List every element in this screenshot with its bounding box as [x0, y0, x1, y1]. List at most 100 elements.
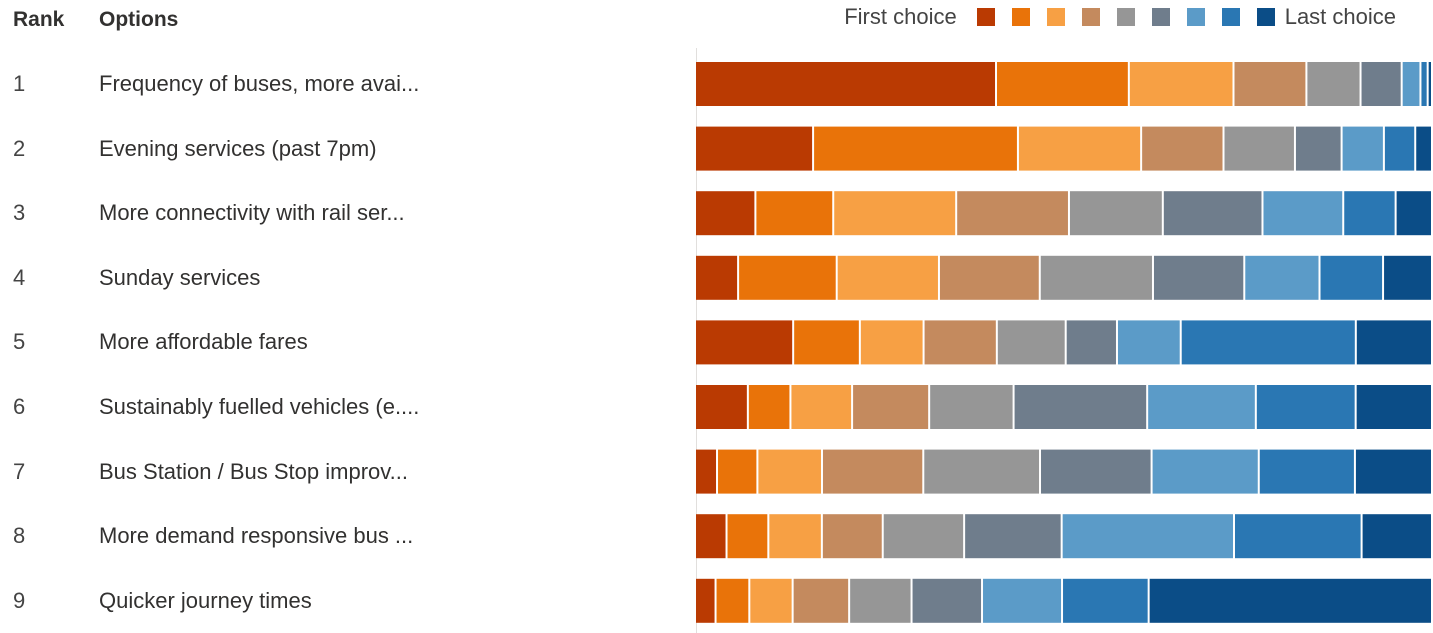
bar-segment-choice-9[interactable]	[1362, 514, 1431, 559]
bar-segment-choice-5[interactable]	[850, 578, 911, 623]
bar-segment-choice-5[interactable]	[1040, 255, 1152, 300]
rank-number: 9	[13, 587, 26, 613]
bar-segment-choice-7[interactable]	[983, 578, 1062, 623]
rank-number: 2	[13, 135, 26, 161]
bar-segment-choice-1[interactable]	[696, 578, 715, 623]
option-label: Sunday services	[99, 264, 261, 290]
bar-segment-choice-4[interactable]	[1142, 126, 1223, 171]
bar-segment-choice-6[interactable]	[1295, 126, 1341, 171]
bar-segment-choice-7[interactable]	[1152, 449, 1258, 494]
bar-segment-choice-4[interactable]	[822, 449, 923, 494]
legend-swatch-3	[1046, 8, 1065, 26]
bar-segment-choice-3[interactable]	[860, 320, 923, 365]
legend-swatch-8	[1221, 8, 1240, 26]
rank-number: 4	[13, 264, 26, 290]
bar-segment-choice-6[interactable]	[1163, 191, 1262, 236]
bar-segment-choice-6[interactable]	[1153, 255, 1244, 300]
bar-segment-choice-8[interactable]	[1344, 191, 1395, 236]
bar-segment-choice-8[interactable]	[1256, 385, 1355, 429]
bar-row-9	[696, 578, 1431, 623]
bar-segment-choice-3[interactable]	[834, 191, 956, 236]
bar-segment-choice-7[interactable]	[1402, 62, 1420, 106]
bar-segment-choice-6[interactable]	[1014, 385, 1147, 429]
bar-segment-choice-9[interactable]	[1428, 62, 1431, 106]
bar-segment-choice-4[interactable]	[822, 514, 882, 559]
bar-segment-choice-8[interactable]	[1384, 126, 1415, 171]
bar-segment-choice-7[interactable]	[1263, 191, 1343, 236]
bar-segment-choice-5[interactable]	[1224, 126, 1294, 171]
bar-segment-choice-8[interactable]	[1063, 578, 1148, 623]
legend-swatch-6	[1151, 8, 1170, 26]
bar-segment-choice-9[interactable]	[1149, 578, 1431, 623]
bar-segment-choice-7[interactable]	[1245, 255, 1319, 300]
bar-segment-choice-4[interactable]	[1234, 62, 1306, 106]
bar-segment-choice-1[interactable]	[696, 320, 793, 365]
bar-segment-choice-8[interactable]	[1181, 320, 1355, 365]
bar-segment-choice-6[interactable]	[1041, 449, 1151, 494]
bar-segment-choice-3[interactable]	[769, 514, 821, 559]
bar-row-3	[696, 191, 1431, 236]
bar-segment-choice-1[interactable]	[696, 385, 747, 429]
bar-segment-choice-2[interactable]	[814, 126, 1017, 171]
bar-segment-choice-6[interactable]	[1361, 62, 1401, 106]
bar-segment-choice-7[interactable]	[1148, 385, 1255, 429]
bar-segment-choice-9[interactable]	[1384, 255, 1431, 300]
legend-swatch-5	[1116, 8, 1135, 26]
bar-segment-choice-8[interactable]	[1259, 449, 1354, 494]
bar-segment-choice-9[interactable]	[1396, 191, 1431, 236]
bar-segment-choice-1[interactable]	[696, 126, 813, 171]
bar-segment-choice-7[interactable]	[1062, 514, 1233, 559]
bar-segment-choice-9[interactable]	[1416, 126, 1431, 171]
bar-segment-choice-1[interactable]	[696, 62, 996, 106]
bar-segment-choice-7[interactable]	[1342, 126, 1383, 171]
bar-segment-choice-4[interactable]	[793, 578, 849, 623]
bar-segment-choice-2[interactable]	[794, 320, 859, 365]
bar-segment-choice-3[interactable]	[1018, 126, 1141, 171]
bar-segment-choice-5[interactable]	[883, 514, 964, 559]
bar-segment-choice-6[interactable]	[965, 514, 1061, 559]
bar-segment-choice-1[interactable]	[696, 191, 755, 236]
bar-segment-choice-2[interactable]	[748, 385, 790, 429]
bar-segment-choice-3[interactable]	[1129, 62, 1233, 106]
bar-segment-choice-3[interactable]	[791, 385, 852, 429]
option-label: Bus Station / Bus Stop improv...	[99, 458, 408, 484]
legend-swatches	[976, 8, 1275, 26]
legend-swatch-9	[1256, 8, 1275, 26]
bar-segment-choice-4[interactable]	[957, 191, 1068, 236]
bar-segment-choice-7[interactable]	[1117, 320, 1180, 365]
bar-segment-choice-5[interactable]	[924, 449, 1040, 494]
bar-segment-choice-9[interactable]	[1356, 320, 1431, 365]
bar-segment-choice-3[interactable]	[750, 578, 792, 623]
bar-row-2	[696, 126, 1431, 171]
bar-row-7	[696, 449, 1431, 494]
bar-segment-choice-2[interactable]	[718, 449, 757, 494]
bar-segment-choice-1[interactable]	[696, 449, 717, 494]
bar-segment-choice-6[interactable]	[912, 578, 982, 623]
legend: First choice Last choice	[844, 3, 1396, 31]
bar-segment-choice-8[interactable]	[1235, 514, 1361, 559]
legend-swatch-7	[1186, 8, 1205, 26]
bar-segment-choice-6[interactable]	[1066, 320, 1116, 365]
bar-segment-choice-2[interactable]	[997, 62, 1128, 106]
bar-segment-choice-3[interactable]	[758, 449, 821, 494]
bar-segment-choice-5[interactable]	[930, 385, 1013, 429]
bar-segment-choice-2[interactable]	[739, 255, 836, 300]
bar-segment-choice-1[interactable]	[696, 255, 738, 300]
bar-segment-choice-5[interactable]	[1069, 191, 1162, 236]
option-label: Evening services (past 7pm)	[99, 135, 377, 161]
bar-segment-choice-3[interactable]	[837, 255, 938, 300]
bar-segment-choice-2[interactable]	[727, 514, 768, 559]
bar-segment-choice-4[interactable]	[924, 320, 996, 365]
bar-segment-choice-4[interactable]	[939, 255, 1039, 300]
bar-segment-choice-8[interactable]	[1421, 62, 1427, 106]
bar-segment-choice-9[interactable]	[1355, 449, 1431, 494]
bar-segment-choice-4[interactable]	[853, 385, 929, 429]
rank-number: 8	[13, 523, 26, 549]
bar-segment-choice-2[interactable]	[756, 191, 833, 236]
bar-segment-choice-1[interactable]	[696, 514, 726, 559]
bar-segment-choice-5[interactable]	[1307, 62, 1360, 106]
bar-segment-choice-9[interactable]	[1356, 385, 1431, 429]
bar-segment-choice-2[interactable]	[716, 578, 749, 623]
bar-segment-choice-5[interactable]	[997, 320, 1065, 365]
bar-segment-choice-8[interactable]	[1320, 255, 1383, 300]
